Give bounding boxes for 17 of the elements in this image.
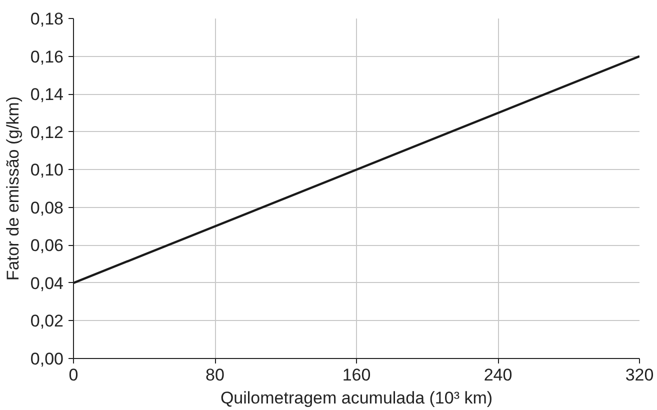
y-tick-label: 0,10: [30, 160, 64, 180]
x-tick-label: 0: [68, 366, 78, 384]
y-axis-title: Fator de emissão (g/km): [3, 96, 22, 281]
y-tick-label: 0,16: [30, 47, 64, 66]
y-tick-label: 0,04: [30, 274, 64, 293]
x-tick-label: 160: [342, 366, 371, 384]
x-axis-title: Quilometragem acumulada (10³ km): [220, 388, 493, 408]
y-tick-label: 0,00: [30, 350, 64, 368]
x-tick-label: 240: [484, 366, 512, 384]
y-tick-label: 0,12: [30, 122, 64, 142]
x-tick-label: 320: [625, 366, 654, 384]
x-tick-label: 80: [206, 366, 224, 384]
y-tick-label: 0,06: [30, 236, 64, 256]
y-tick-label: 0,14: [30, 85, 64, 104]
y-tick-label: 0,08: [30, 198, 64, 218]
y-tick-label: 0,02: [30, 312, 64, 331]
y-tick-label: 0,18: [30, 10, 64, 28]
